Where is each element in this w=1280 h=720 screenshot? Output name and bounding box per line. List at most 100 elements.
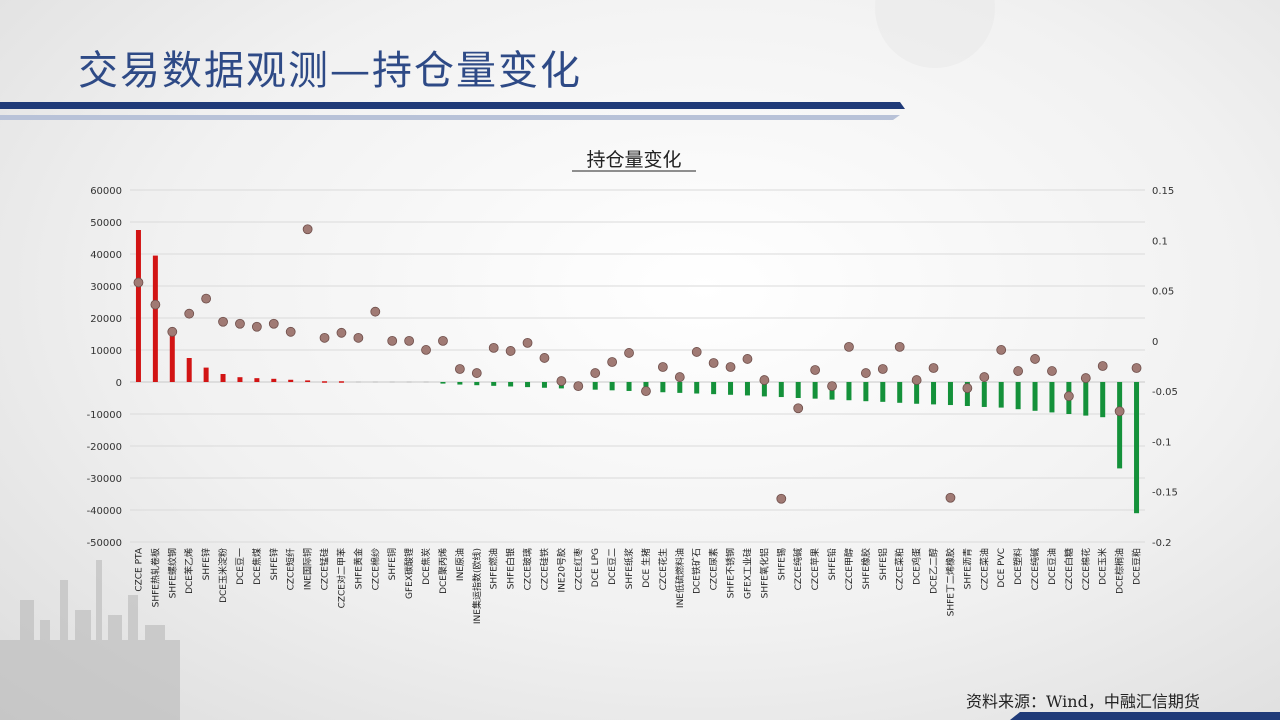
left-tick-label: 60000 [90,186,122,197]
category-label: CZCE短纤 [285,548,297,590]
category-label: DCE苯乙烯 [183,548,195,594]
category-label: SHFE沥青 [961,548,973,589]
left-tick-label: -40000 [87,506,122,517]
scatter-point [201,293,212,304]
bar [254,378,260,382]
scatter-point [1131,363,1142,373]
category-label: CZCE红枣 [572,548,584,590]
bar [914,382,920,404]
scatter-point [996,345,1007,355]
category-label: SHFE铝 [877,548,889,580]
scatter-point [928,363,939,373]
scatter-point [285,326,296,337]
scatter-point [471,368,482,378]
category-label: CZCE菜粕 [894,548,906,590]
bar [541,382,547,388]
category-label: DCE豆二 [607,548,618,585]
bar [1015,382,1021,410]
bar [508,382,514,387]
left-tick-label: 40000 [90,250,122,261]
scatter-point [1030,354,1040,364]
right-tick-label: -0.05 [1152,387,1178,398]
category-label: SHFE黄金 [352,548,364,589]
category-label: CZCE花生 [657,548,669,590]
scatter-point [336,327,347,338]
chart-title: 持仓量变化 [586,149,681,171]
scatter-point [539,353,550,363]
bar [592,382,598,390]
category-label: CZCE PTA [134,547,144,592]
category-label: DCE焦炭 [420,548,432,585]
bar [457,382,463,385]
bar [812,382,818,399]
category-label: DCE焦煤 [251,548,263,585]
bar [491,382,497,386]
bar [186,358,192,382]
category-label: SHFE橡胶 [860,548,872,589]
category-label: CZCE尿素 [708,548,720,590]
bar [626,382,632,391]
bar [271,378,277,382]
category-label: DCE 生猪 [640,548,652,588]
bar [609,382,615,391]
category-label: DCE PVC [997,548,1007,588]
category-label: SHFE锡 [776,548,787,580]
bar [897,382,903,403]
bar [305,380,311,382]
scatter-point [302,224,313,235]
bar [322,381,328,383]
scatter-point [641,386,651,397]
category-label: CZCE甲醇 [843,548,855,590]
category-label: SHFE燃油 [488,548,500,589]
bar [744,382,750,396]
category-label: SHFE氧化铝 [758,548,770,598]
scatter-point [353,332,364,343]
bar [863,382,869,402]
scatter-point [488,342,499,353]
bar [981,382,987,407]
scatter-point [218,316,228,327]
scatter-point [962,383,973,394]
bar [998,382,1004,408]
category-label: INE20号胶 [555,548,567,593]
scatter-point [505,346,516,356]
bar [406,381,412,383]
bar [1134,382,1140,514]
scatter-point [1097,361,1108,371]
category-label: GFEX工业硅 [741,548,753,599]
category-label: SHFE锌 [268,548,280,580]
decorative-circle [875,0,995,68]
category-label: DCE乙二醇 [928,548,940,594]
bar [474,382,480,386]
footer-band [1010,712,1280,720]
left-tick-label: 10000 [90,346,122,357]
scatter-point [827,381,837,392]
scatter-point [184,308,195,319]
bar [135,230,141,382]
bar [947,382,953,406]
category-label: SHFE白银 [505,548,517,589]
scatter-point [268,318,279,329]
scatter-point [607,357,618,367]
right-tick-label: 0.05 [1152,287,1174,298]
scatter-point [573,381,584,392]
scatter-point [404,335,415,346]
right-tick-label: -0.1 [1152,437,1172,448]
scatter-point [1047,366,1057,376]
bar [423,381,429,383]
scatter-point [319,332,330,343]
scatter-point [860,368,871,378]
bar [761,382,767,397]
bar [728,382,734,395]
scatter-point [133,277,144,288]
header-band [0,102,905,109]
scatter-point [1063,391,1074,402]
scatter-point [945,492,956,503]
category-label: CZCE对二甲苯 [335,548,347,608]
right-tick-label: -0.2 [1152,538,1172,549]
scatter-point [590,368,601,378]
scatter-point [725,362,736,372]
scatter-point [251,321,262,332]
